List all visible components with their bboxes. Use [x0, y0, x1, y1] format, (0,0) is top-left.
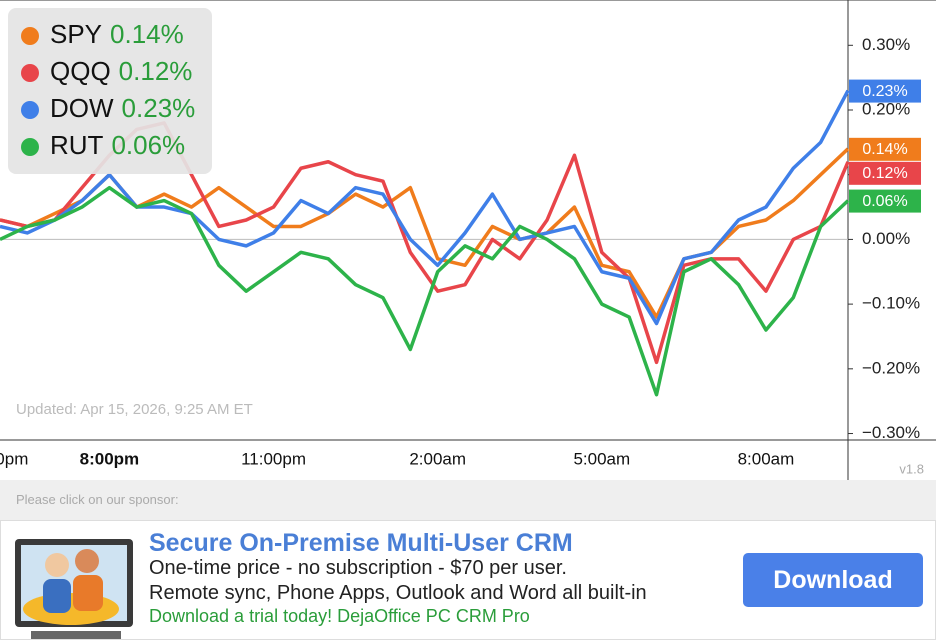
legend-label: QQQ: [50, 56, 111, 86]
x-tick-label: 5:00am: [573, 449, 630, 468]
person: [75, 549, 99, 573]
x-tick-label: 8:00am: [738, 449, 795, 468]
legend-value: 0.14%: [110, 19, 184, 49]
person: [45, 553, 69, 577]
series-line: [0, 147, 850, 319]
sponsor-prompt: Please click on our sponsor:: [16, 492, 179, 507]
ad-icon: [15, 539, 133, 639]
person: [73, 575, 103, 611]
price-tag-label: 0.23%: [862, 83, 907, 100]
x-tick-label: 2:00am: [409, 449, 466, 468]
y-tick-label: −0.30%: [862, 423, 920, 442]
x-tick-label: 6:00pm: [0, 449, 28, 468]
ad-text[interactable]: Download a trial today! DejaOffice PC CR…: [149, 606, 530, 626]
x-tick-label: 8:00pm: [80, 449, 140, 468]
version: v1.8: [899, 461, 924, 476]
ad[interactable]: Secure On-Premise Multi-User CRM One-tim…: [0, 520, 936, 640]
ad-text: One-time price - no subscription - $70 p…: [149, 557, 567, 579]
price-tag-label: 0.14%: [862, 141, 907, 158]
legend-value: 0.12%: [119, 56, 193, 86]
legend-label: DOW: [50, 93, 114, 123]
updated-note: Updated: Apr 15, 2026, 9:25 AM ET: [16, 401, 253, 418]
legend-marker: [21, 64, 39, 82]
x-tick-label: 11:00pm: [241, 449, 306, 468]
price-tag: [849, 189, 921, 213]
y-tick-label: 0.00%: [862, 229, 910, 248]
person: [43, 579, 71, 613]
legend-marker: [21, 101, 39, 119]
ad-headline[interactable]: Secure On-Premise Multi-User CRM: [149, 529, 573, 557]
y-tick-label: −0.20%: [862, 358, 920, 377]
y-tick-label: 0.20%: [862, 99, 910, 118]
price-tag-label: 0.12%: [862, 165, 907, 182]
download-button[interactable]: Download: [743, 553, 923, 607]
stand: [31, 631, 121, 639]
series-line: [0, 185, 850, 397]
price-tag: [849, 161, 921, 185]
legend-value: 0.23%: [122, 93, 196, 123]
legend-marker: [21, 138, 39, 156]
price-tag: [849, 79, 921, 103]
y-tick-label: −0.10%: [862, 294, 920, 313]
legend-marker: [21, 27, 39, 45]
legend-label: SPY: [50, 19, 102, 49]
legend-value: 0.06%: [111, 130, 185, 160]
y-tick-label: 0.30%: [862, 35, 910, 54]
price-tag: [849, 137, 921, 161]
ad-text: Remote sync, Phone Apps, Outlook and Wor…: [149, 582, 647, 604]
price-tag-label: 0.06%: [862, 193, 907, 210]
sponsor-band: [0, 480, 936, 520]
legend-label: RUT: [50, 130, 104, 160]
legend-box: [8, 8, 212, 174]
chart: Updated: Apr 15, 2026, 9:25 AM ET v1.8 −…: [0, 0, 936, 480]
